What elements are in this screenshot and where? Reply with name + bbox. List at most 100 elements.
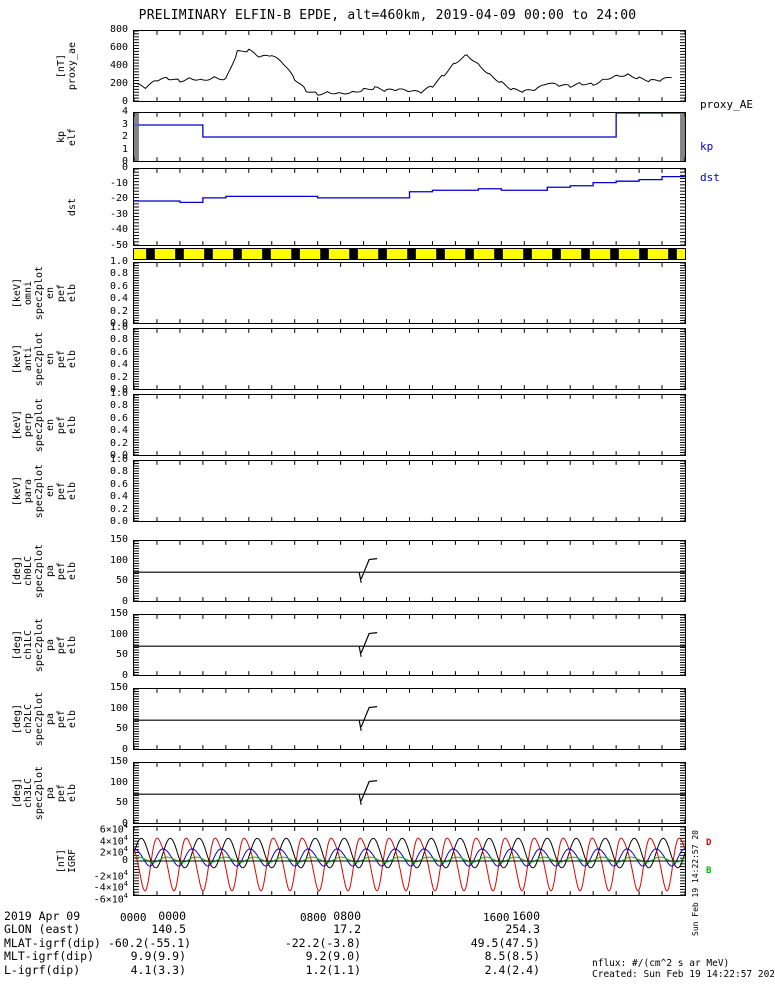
table-cell: 254.3: [505, 922, 540, 937]
table-cell: 1.2(1.1): [305, 962, 361, 977]
ylabel-part: ch3LC: [23, 777, 34, 809]
ytick-en_para-3: 0.4: [109, 491, 128, 503]
pitch-angle-trace: [134, 706, 685, 731]
ytick-pa_ch0-1: 100: [109, 554, 128, 566]
ylabel-part: spec2plot: [34, 397, 45, 453]
ylabel-part: ch0LC: [23, 555, 34, 587]
ylabel-part: [deg]: [12, 629, 23, 661]
panel-pa_ch3: [133, 762, 686, 824]
table-cell: 8.5(8.5): [484, 949, 540, 964]
ylabel-en_anti: elb pef en spec2plot anti [keV]: [12, 328, 78, 390]
panel-proxy_ae: [133, 30, 686, 102]
ylabel-igrf: IGRF [nT]: [26, 826, 78, 896]
ylabel-part: omni: [23, 280, 34, 306]
orbit-bar-segment: [175, 249, 184, 259]
ytick-proxy_ae-4: 0: [121, 96, 128, 107]
ytick-dst-0: 0: [121, 162, 128, 173]
table-cell: 0000: [158, 909, 186, 923]
table-cell: 17.2: [333, 922, 361, 937]
igrf-legend-b: B: [706, 866, 712, 876]
ylabel-part: [deg]: [12, 555, 23, 587]
ytick-pa_ch0-3: 0: [121, 596, 128, 607]
ytick-dst-4: -40: [109, 224, 128, 236]
ylabel-part: elb: [67, 783, 78, 803]
ytick-dst-3: -30: [109, 208, 128, 220]
ytick-pa_ch2-3: 0: [121, 744, 128, 755]
panel-kp: [133, 112, 686, 162]
ytick-igrf-4: -2×104: [93, 868, 128, 882]
ylabel-proxy_ae: proxy_ae [nT]: [26, 30, 78, 102]
orbit-bar-segment: [407, 249, 416, 259]
ylabel-part: [nT]: [56, 53, 67, 79]
ylabel-pa_ch0: elb pef pa spec2plot ch0LC [deg]: [12, 540, 78, 602]
table-cell: 9.2(9.0): [305, 949, 361, 964]
orbit-bar-segment: [668, 249, 677, 259]
xtick-0: 0000: [120, 911, 147, 924]
ytick-igrf-5: -4×104: [93, 880, 128, 894]
footer-created: Created: Sun Feb 19 14:22:57 2023: [592, 969, 775, 980]
orbit-bar-segment: [552, 249, 561, 259]
ytick-en_perp-5: 0.0: [109, 450, 128, 461]
ytick-en_perp-3: 0.4: [109, 425, 128, 437]
ylabel-part: spec2plot: [34, 765, 45, 821]
dst-trace: [134, 175, 685, 204]
panel-pa_ch1: [133, 614, 686, 676]
ylabel-part: anti: [23, 346, 34, 372]
ylabel-part: spec2plot: [34, 331, 45, 387]
igrf-b-trace: [134, 856, 685, 863]
ylabel-part: elb: [67, 635, 78, 655]
ylabel-part: elb: [67, 349, 78, 369]
ylabel-part: elf: [67, 127, 78, 147]
orbit-bar-segment: [378, 249, 387, 259]
pitch-angle-trace: [134, 632, 685, 657]
igrf-x-trace: [134, 837, 685, 869]
ylabel-part: en: [45, 484, 56, 498]
orbit-bar-segment: [262, 249, 271, 259]
ylabel-part: [keV]: [12, 409, 23, 441]
table-row-label: MLAT-igrf(dip): [4, 935, 101, 950]
ytick-en_anti-5: 0.0: [109, 384, 128, 395]
table-cell: 2.4(2.4): [484, 962, 540, 977]
ylabel-kp: elf kp: [26, 112, 78, 162]
ytick-en_anti-3: 0.4: [109, 359, 128, 371]
ytick-en_omni-5: 0.0: [109, 318, 128, 329]
kp-trace: [134, 113, 685, 138]
ytick-igrf-0: 6×104: [99, 822, 128, 836]
orbit-bar-segment: [233, 249, 242, 259]
panel-igrf: [133, 826, 686, 896]
ytick-kp-2: 2: [121, 131, 128, 142]
ytick-en_para-1: 0.8: [109, 466, 128, 478]
panel-bar: [133, 248, 686, 260]
igrf-legend-d: D: [706, 838, 712, 848]
orbit-bar-segment: [291, 249, 300, 259]
table-cell: 4.1(3.3): [130, 962, 186, 977]
ytick-en_anti-1: 0.8: [109, 334, 128, 346]
ytick-igrf-1: 4×104: [99, 833, 128, 847]
igrf-z-trace: [134, 848, 685, 867]
footer-nflux: nflux: #/(cm^2 s ar MeV): [592, 958, 730, 969]
ylabel-part: spec2plot: [34, 543, 45, 599]
orbit-bar-segment: [204, 249, 213, 259]
ytick-kp-4: 0: [121, 156, 128, 167]
ylabel-part: [deg]: [12, 703, 23, 735]
ytick-pa_ch2-0: 150: [109, 682, 128, 693]
ytick-en_perp-2: 0.6: [109, 412, 128, 424]
ylabel-part: ch2LC: [23, 703, 34, 735]
ylabel-en_perp: elb pef en spec2plot perp [keV]: [12, 394, 78, 456]
ytick-dst-5: -50: [109, 240, 128, 251]
table-row-label: GLON (east): [4, 922, 81, 937]
table-cell: 1600: [512, 909, 540, 923]
ytick-kp-0: 4: [121, 106, 128, 117]
orbit-bar-segment: [610, 249, 619, 259]
ylabel-part: proxy_ae: [67, 41, 78, 91]
table-row-label: L-igrf(dip): [4, 962, 81, 977]
ylabel-part: pa: [45, 712, 56, 726]
ylabel-part: [keV]: [12, 277, 23, 309]
orbit-bar-segment: [320, 249, 329, 259]
ytick-igrf-6: -6×104: [93, 892, 128, 906]
ylabel-en_omni: elb pef en spec2plot omni [keV]: [12, 262, 78, 324]
ylabel-part: elb: [67, 709, 78, 729]
orbit-bar-segment: [494, 249, 503, 259]
orbit-bar-segment: [436, 249, 445, 259]
ylabel-pa_ch1: elb pef pa spec2plot ch1LC [deg]: [12, 614, 78, 676]
